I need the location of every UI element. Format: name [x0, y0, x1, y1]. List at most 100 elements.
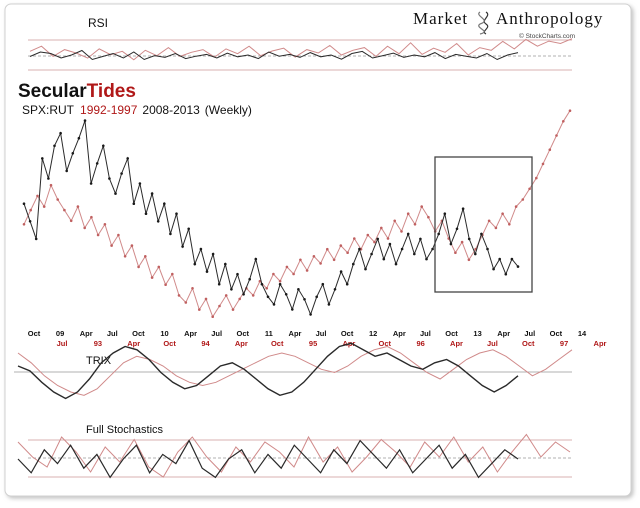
price-red-point: [380, 226, 383, 230]
rsi-red-line: [29, 38, 573, 61]
trix-panel: TRIX: [14, 342, 573, 400]
price-red-point: [487, 219, 491, 223]
price-black-point: [278, 282, 282, 286]
price-black-point: [120, 172, 123, 175]
x-tick-label-black: Oct: [132, 329, 145, 338]
x-tick-label-black: Apr: [497, 329, 510, 338]
price-black-point: [83, 119, 87, 122]
x-tick-label-red: Oct: [522, 339, 535, 348]
x-tick-label-black: Apr: [80, 329, 93, 338]
highlight-box: [434, 156, 533, 293]
price-red-point: [29, 208, 32, 212]
price-black-point: [89, 182, 93, 185]
price-black-point: [41, 157, 44, 160]
price-black-point: [272, 303, 276, 306]
price-red-point: [406, 212, 410, 215]
title-part2: Tides: [87, 81, 136, 102]
title-part1: Secular: [18, 81, 87, 102]
price-red-point: [427, 215, 430, 219]
price-black-point: [95, 162, 99, 165]
price-red-point: [157, 265, 161, 269]
price-black-point: [53, 144, 56, 148]
title-text: SecularTides: [18, 81, 136, 102]
price-black-point: [138, 182, 142, 185]
price-black-point: [449, 242, 453, 246]
x-tick-label-black: Jul: [420, 329, 431, 338]
x-tick-label-red: Jul: [57, 339, 68, 348]
price-black-point: [22, 202, 26, 205]
x-tick-label-red: Apr: [127, 339, 140, 348]
price-black-point: [315, 295, 319, 299]
brand: Market Anthropology © StockCharts.com: [413, 9, 602, 40]
price-black-point: [28, 220, 32, 223]
trix-label: TRIX: [86, 355, 112, 367]
x-tick-label-red: Apr: [594, 339, 607, 348]
price-black-point: [193, 262, 197, 266]
x-tick-label-red: Oct: [163, 339, 176, 348]
x-tick-label-red: Jul: [487, 339, 498, 348]
price-black-point: [266, 295, 270, 299]
price-black-point: [492, 267, 495, 271]
price-red-point: [285, 265, 289, 269]
price-panel: [22, 109, 572, 319]
price-black-point: [224, 262, 227, 266]
price-black-point: [309, 313, 312, 316]
price-black-point: [516, 265, 520, 268]
price-red-point: [198, 308, 201, 311]
x-tick-label-black: 14: [578, 329, 587, 338]
price-red-point: [555, 134, 558, 137]
price-black-point: [114, 192, 117, 195]
price-black-point: [461, 207, 465, 210]
price-black-point: [71, 152, 75, 155]
price-black-point: [297, 288, 300, 291]
price-red-point: [69, 219, 73, 223]
x-tick-label-red: 93: [94, 339, 102, 348]
price-red-point: [278, 279, 282, 283]
price-red-point: [521, 198, 525, 201]
subtitle-years-black: 2008-2013: [142, 103, 200, 117]
rsi-black-line: [29, 49, 519, 61]
price-red-point: [568, 109, 572, 112]
x-tick-label-black: Jul: [316, 329, 327, 338]
price-red-point: [326, 247, 329, 251]
trix-red-line: [17, 345, 573, 396]
x-tick-label-black: 11: [265, 329, 273, 338]
price-red-point: [42, 205, 46, 208]
stoch-red-line: [17, 433, 571, 478]
price-red-point: [386, 237, 390, 240]
price-red-point: [548, 148, 552, 151]
price-black-point: [321, 282, 325, 286]
price-red-markers: [22, 109, 572, 319]
price-red-point: [211, 315, 214, 319]
price-red-point: [312, 254, 316, 258]
stoch-panel: Full Stochastics: [17, 424, 572, 479]
price-black-point: [455, 227, 459, 231]
rsi-label: RSI: [88, 16, 108, 30]
price-red-point: [494, 226, 498, 230]
price-red-point: [413, 223, 417, 226]
price-black-point: [345, 282, 349, 286]
price-red-point: [204, 297, 208, 301]
price-red-point: [535, 176, 538, 180]
price-black-point: [394, 262, 398, 266]
credit-text: © StockCharts.com: [519, 32, 575, 40]
price-black-point: [108, 177, 111, 180]
price-black-point: [327, 303, 331, 306]
price-red-point: [272, 272, 275, 276]
price-red-point: [171, 272, 174, 276]
x-tick-label-black: Oct: [550, 329, 563, 338]
price-black-point: [303, 298, 306, 301]
price-black-point: [187, 227, 190, 231]
x-axis-labels-red: Jul 93 Apr Oct 94 Apr Oct 95 Apr Oct 96 Apr Jul Oct 97…: [57, 339, 607, 348]
x-tick-label-black: 10: [160, 329, 168, 338]
x-tick-label-red: 96: [417, 339, 425, 348]
price-red-point: [231, 308, 235, 311]
price-red-point: [508, 223, 511, 226]
price-red-point: [90, 215, 93, 219]
x-tick-label-black: Apr: [289, 329, 302, 338]
subtitle-text: SPX:RUT 1992-1997 2008-2013 (Weekly): [22, 103, 252, 117]
price-red-point: [150, 276, 154, 279]
x-tick-label-black: Oct: [237, 329, 250, 338]
price-black-point: [156, 220, 160, 223]
price-red-point: [144, 254, 147, 258]
